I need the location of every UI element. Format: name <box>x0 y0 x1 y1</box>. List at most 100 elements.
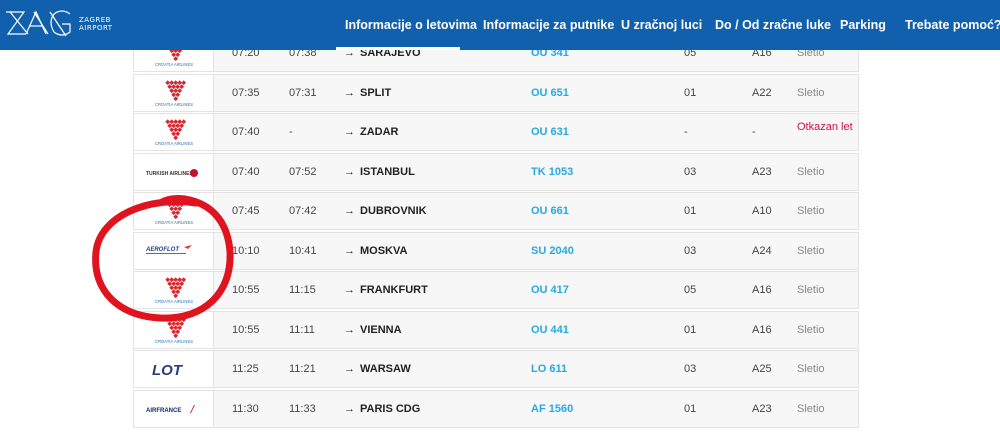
arrow-right-icon: → <box>344 402 355 415</box>
scheduled-time: 10:55 <box>232 323 260 336</box>
nav-flight-information[interactable]: Informacije o letovima <box>345 18 477 32</box>
destination: → FRANKFURT <box>344 284 428 296</box>
airline-caption: AEROFLOT <box>145 247 180 253</box>
gate: 05 <box>684 47 697 59</box>
flight-number-link[interactable]: OU 661 <box>531 205 569 217</box>
destination-name: PARIS CDG <box>360 402 421 415</box>
arrow-right-icon: → <box>344 86 355 99</box>
flight-number-link[interactable]: TK 1053 <box>531 165 574 178</box>
flight-number-link[interactable]: LO 611 <box>531 363 568 375</box>
actual-time: 07:52 <box>289 165 317 178</box>
flight-row[interactable]: AEROFLOT 10:10 10:41 → MOSKVA SU 2040 03 A24 Sle… <box>133 231 859 270</box>
flight-status: Sletio <box>797 323 825 336</box>
airline-caption: CROATIA AIRLINES <box>155 62 193 67</box>
flight-number-link[interactable]: OU 631 <box>531 126 569 138</box>
flight-status: Sletio <box>797 86 825 99</box>
arrow-right-icon: → <box>344 284 355 296</box>
flight-status: Sletio <box>797 244 825 257</box>
airline-caption: AIRFRANCE <box>146 408 181 414</box>
nav-parking[interactable]: Parking <box>840 18 886 32</box>
airline-caption: CROATIA AIRLINES <box>155 102 193 107</box>
destination: → ISTANBUL <box>344 166 415 178</box>
scheduled-time: 11:25 <box>232 363 259 375</box>
air-france-logo-icon: AIRFRANCE <box>146 404 195 414</box>
airline-logo-cell: CROATIA AIRLINES <box>134 114 214 150</box>
flight-row[interactable]: TURKISH AIRLINES 07:40 07:52 → ISTANBUL TK 10… <box>133 152 859 191</box>
stand: A16 <box>752 47 772 59</box>
airline-logo-cell: TURKISH AIRLINES <box>134 153 214 190</box>
flight-row[interactable]: AIRFRANCE 11:30 11:33 → PARIS CDG AF 1560 01 A2… <box>133 389 859 428</box>
croatia-airlines-logo-icon: CROATIA AIRLINES <box>155 277 193 304</box>
destination-name: DUBROVNIK <box>360 205 427 217</box>
gate: 01 <box>684 205 697 217</box>
destination: → WARSAW <box>344 363 411 375</box>
arrow-right-icon: → <box>344 165 355 178</box>
flight-status: Sletio <box>797 205 825 217</box>
flight-status: Sletio <box>797 47 825 59</box>
airline-caption: CROATIA AIRLINES <box>155 299 193 304</box>
destination-name: WARSAW <box>360 363 411 375</box>
actual-time: 11:15 <box>289 284 316 296</box>
airline-caption: CROATIA AIRLINES <box>155 220 193 225</box>
scheduled-time: 07:40 <box>232 126 260 138</box>
turkish-airlines-logo-icon: TURKISH AIRLINES <box>146 168 198 177</box>
stand: A16 <box>752 284 772 296</box>
airline-logo-cell: CROATIA AIRLINES <box>134 272 214 308</box>
logo-line-airport: AIRPORT <box>79 24 113 32</box>
flight-number-link[interactable]: OU 441 <box>531 323 569 336</box>
zag-logo-icon <box>6 10 71 37</box>
flight-number-link[interactable]: OU 651 <box>531 86 569 99</box>
croatia-airlines-logo-icon: CROATIA AIRLINES <box>155 316 193 344</box>
nav-need-help[interactable]: Trebate pomoć? <box>905 18 1000 32</box>
stand: A23 <box>752 402 772 415</box>
flight-row[interactable]: CROATIA AIRLINES 07:45 07:42 → DUBROVNIK OU 6… <box>133 192 859 230</box>
flight-number-link[interactable]: SU 2040 <box>531 244 574 257</box>
nav-to-from-airport[interactable]: Do / Od zračne luke <box>715 18 832 32</box>
destination: → PARIS CDG <box>344 403 420 415</box>
stand: A22 <box>752 86 772 99</box>
airline-logo-cell: AEROFLOT <box>134 232 214 269</box>
destination-name: ZADAR <box>360 126 399 138</box>
destination-name: SPLIT <box>360 86 392 99</box>
airline-caption: CROATIA AIRLINES <box>155 339 193 344</box>
gate: 01 <box>684 86 697 99</box>
logo-line-zagreb: ZAGREB <box>79 16 111 24</box>
arrow-right-icon: → <box>344 363 355 375</box>
actual-time: 07:42 <box>289 205 317 217</box>
top-navigation-bar: ZAGREB AIRPORT Informacije o letovima In… <box>0 0 1000 50</box>
gate: 01 <box>684 402 697 415</box>
flight-number-link[interactable]: OU 417 <box>531 284 569 296</box>
destination-name: ISTANBUL <box>360 165 415 178</box>
airline-caption: TURKISH AIRLINES <box>146 171 193 177</box>
nav-passenger-information[interactable]: Informacije za putnike <box>483 18 615 32</box>
active-nav-indicator <box>336 47 460 50</box>
airline-logo-cell: CROATIA AIRLINES <box>134 311 214 348</box>
flight-row[interactable]: CROATIA AIRLINES 07:35 07:31 → SPLIT OU 651 01… <box>133 73 859 112</box>
flight-row[interactable]: CROATIA AIRLINES 07:40 - → ZADAR OU 631 - - Otka… <box>133 113 859 151</box>
flight-row[interactable]: CROATIA AIRLINES 10:55 11:11 → VIENNA OU 441 0… <box>133 310 859 349</box>
aeroflot-logo-icon: AEROFLOT <box>145 244 192 254</box>
croatia-airlines-logo-icon: CROATIA AIRLINES <box>155 119 193 146</box>
lot-logo-icon: LOT <box>152 362 184 379</box>
flight-row[interactable]: LOT 11:25 11:21 → WARSAW LO 611 03 A25 Sletio <box>133 350 859 388</box>
airline-logo-cell: CROATIA AIRLINES <box>134 193 214 229</box>
arrow-right-icon: → <box>344 47 355 59</box>
scheduled-time: 07:35 <box>232 86 260 99</box>
flight-status: Sletio <box>797 363 825 375</box>
destination: → VIENNA <box>344 324 402 336</box>
flight-row[interactable]: CROATIA AIRLINES 10:55 11:15 → FRANKFURT OU 4… <box>133 271 859 309</box>
airline-caption: LOT <box>152 362 184 379</box>
destination: → MOSKVA <box>344 245 407 257</box>
scheduled-time: 10:55 <box>232 284 260 296</box>
flight-number-link[interactable]: AF 1560 <box>531 402 574 415</box>
logo-wordmark: ZAGREB AIRPORT <box>79 16 113 32</box>
stand: A16 <box>752 323 772 336</box>
actual-time: 07:38 <box>289 47 317 59</box>
destination-name: FRANKFURT <box>360 284 428 296</box>
stand: A24 <box>752 244 772 257</box>
zagreb-airport-logo[interactable]: ZAGREB AIRPORT <box>4 6 114 44</box>
nav-at-the-airport[interactable]: U zračnoj luci <box>621 18 703 32</box>
flight-number-link[interactable]: OU 341 <box>531 47 569 59</box>
scheduled-time: 10:10 <box>232 244 260 257</box>
destination: → DUBROVNIK <box>344 205 427 217</box>
